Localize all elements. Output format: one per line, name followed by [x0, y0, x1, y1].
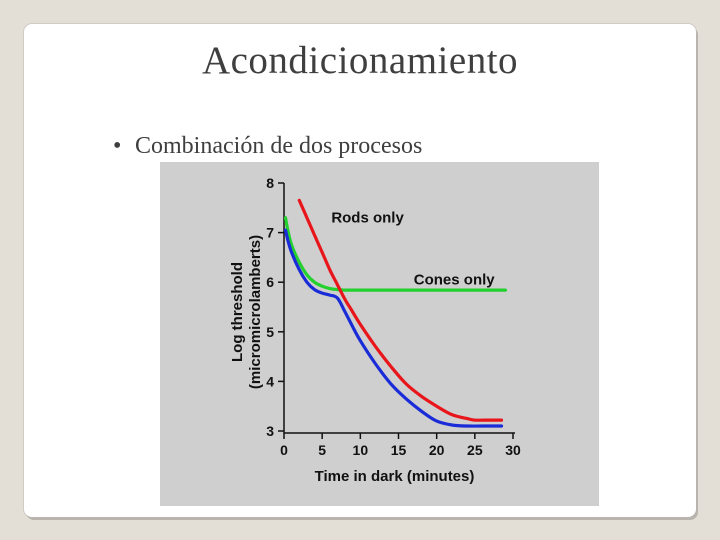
y-tick-label: 6 [266, 274, 274, 290]
y-axis-label-line1: Log threshold [229, 262, 246, 362]
chart-panel: 3 4 5 6 7 8 0 5 10 15 20 25 30 Time in dark (minutes… [160, 162, 599, 506]
y-tick-label: 4 [266, 373, 274, 389]
series-cones-only [283, 216, 507, 292]
x-tick-label: 20 [429, 442, 445, 458]
label-layer: Time in dark (minutes) Log threshold (micr… [229, 210, 495, 485]
slide-title: Acondicionamiento [201, 39, 519, 82]
y-tick-label: 3 [266, 423, 274, 439]
x-tick-label: 25 [467, 442, 483, 458]
series-combined [283, 228, 504, 428]
y-tick-label: 8 [266, 175, 274, 191]
bullet-text: Combinación de dos procesos [135, 133, 423, 159]
bullet-marker: • [113, 133, 122, 159]
x-axis-label: Time in dark (minutes) [315, 468, 475, 485]
x-tick-label: 15 [391, 442, 407, 458]
annotation-cones-only: Cones only [414, 272, 496, 289]
x-tick-label: 30 [505, 442, 521, 458]
y-axis-label-line2: (micromicrolamberts) [247, 235, 264, 389]
x-tick-label: 10 [353, 442, 369, 458]
axes: 3 4 5 6 7 8 0 5 10 15 20 25 30 [266, 175, 521, 458]
dark-adaptation-chart: 3 4 5 6 7 8 0 5 10 15 20 25 30 Time in dark (minutes… [229, 175, 521, 485]
annotation-rods-only: Rods only [331, 210, 404, 227]
y-tick-label: 5 [266, 324, 274, 340]
series-layer [283, 198, 507, 428]
x-tick-label: 5 [318, 442, 326, 458]
bullet-item: • Combinación de dos procesos [113, 133, 422, 160]
x-tick-label: 0 [280, 442, 288, 458]
series-rods-only [297, 198, 504, 422]
y-tick-label: 7 [266, 225, 274, 241]
